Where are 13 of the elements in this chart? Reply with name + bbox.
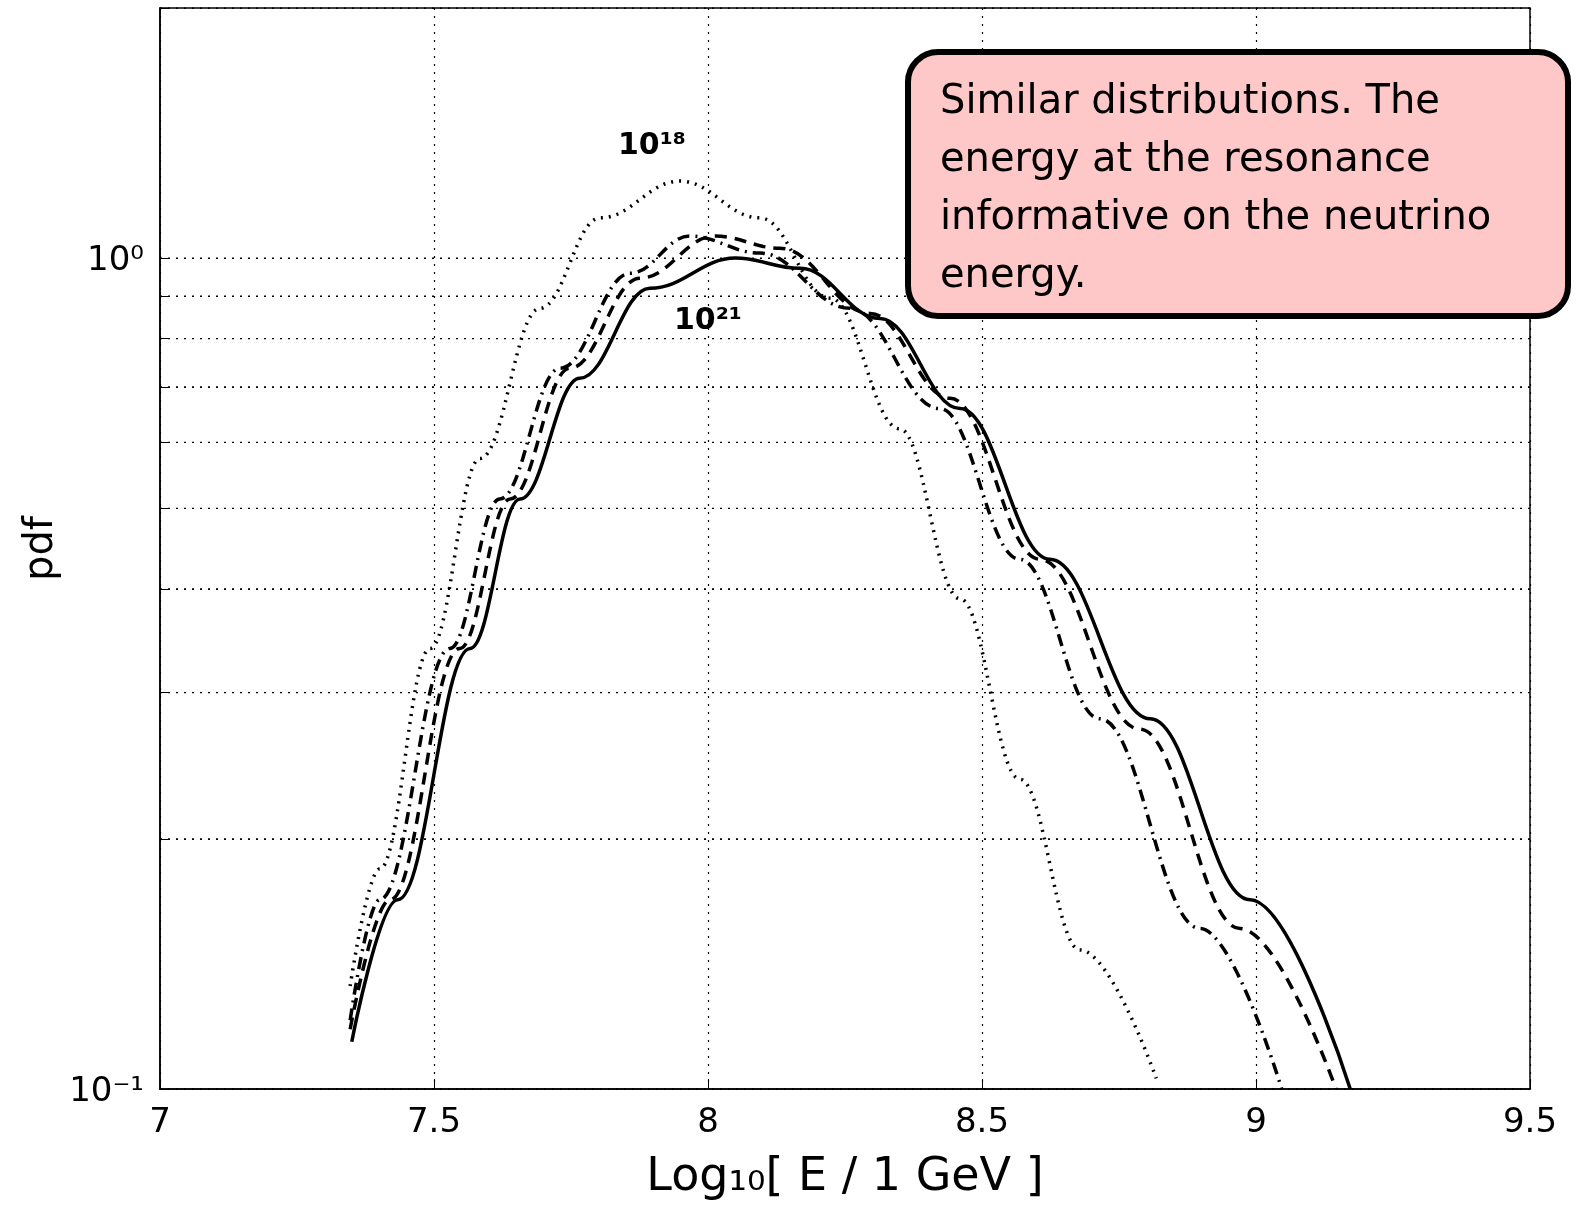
annotation: 10¹⁸ xyxy=(617,125,687,161)
x-tick-label: 8.5 xyxy=(954,1100,1010,1140)
x-tick-label: 9 xyxy=(1245,1100,1267,1140)
x-tick-label: 7 xyxy=(149,1100,171,1140)
x-tick-label: 8 xyxy=(697,1100,719,1140)
y-tick-label: 10⁻¹ xyxy=(69,1069,144,1109)
annotation: 10²¹ xyxy=(673,300,743,336)
y-tick-label: 10⁰ xyxy=(87,238,144,279)
x-tick-label: 7.5 xyxy=(406,1100,462,1140)
annotation: Similar distributions. The energy at the resonance informative on the neutrino energy. xyxy=(940,76,1505,296)
y-axis-title: pdf xyxy=(15,515,62,581)
x-tick-label: 9.5 xyxy=(1502,1100,1558,1140)
x-axis-title: Log₁₀[ E / 1 GeV ] xyxy=(646,1147,1044,1201)
